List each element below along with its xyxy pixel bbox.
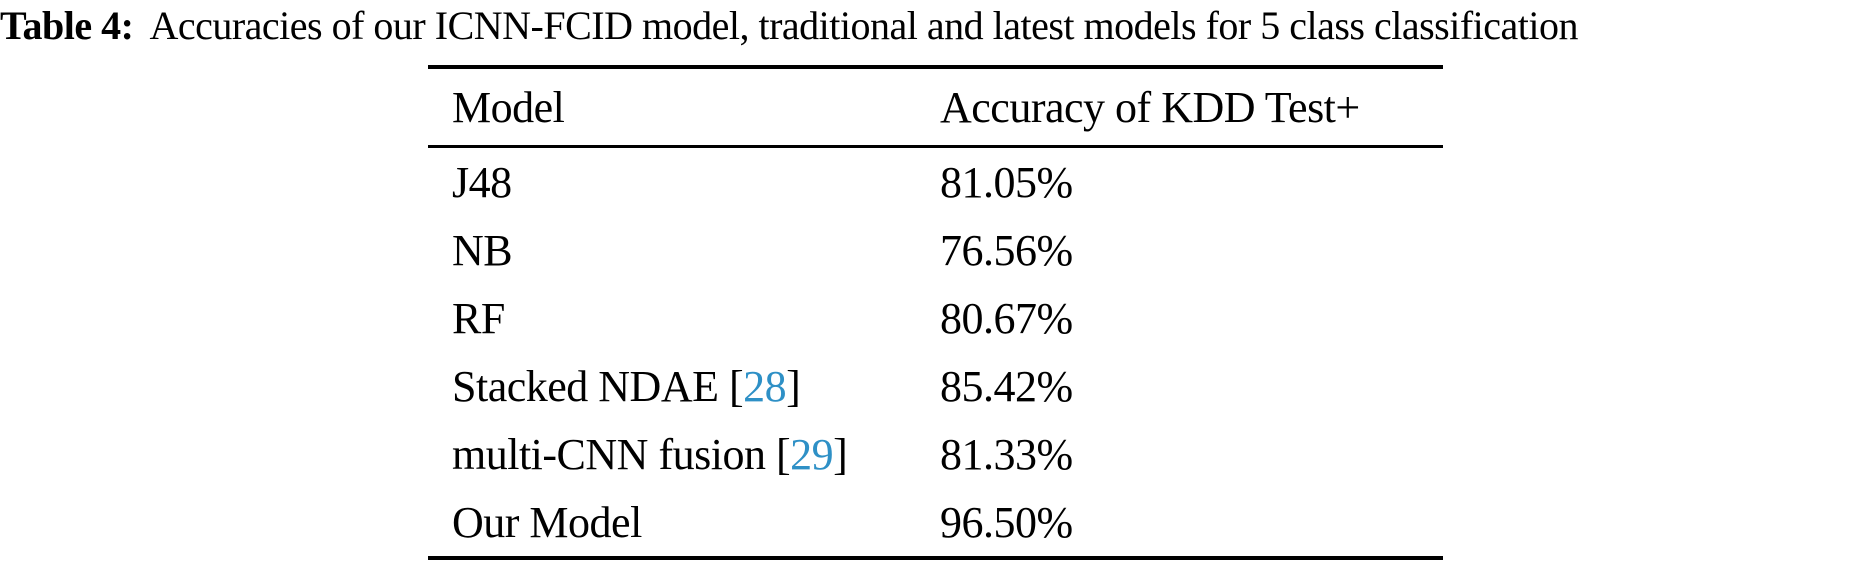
model-cell: Our Model [428,497,940,548]
column-header-model: Model [452,82,565,132]
model-name: Our Model [452,497,642,547]
table-row: RF 80.67% [428,284,1443,352]
table-body: J48 81.05% NB 76.56% RF 80.67% Stacked N… [428,148,1443,556]
model-cell: multi-CNN fusion [29] [428,429,940,480]
model-name: J48 [452,157,512,207]
table-header-row: Model Accuracy of KDD Test+ [428,69,1443,148]
caption-text: Accuracies of our ICNN-FCID model, tradi… [149,3,1578,48]
model-cell: J48 [428,157,940,208]
model-cell: RF [428,293,940,344]
caption-label: Table 4: [0,3,134,48]
citation-ref: [28] [718,361,801,411]
citation-ref: [29] [765,429,848,479]
citation-link[interactable]: 29 [790,429,834,479]
model-cell: NB [428,225,940,276]
accuracy-cell: 81.33% [940,429,1073,479]
accuracy-cell: 81.05% [940,157,1073,207]
table-row: multi-CNN fusion [29] 81.33% [428,420,1443,488]
accuracy-cell: 76.56% [940,225,1073,275]
model-cell: Stacked NDAE [28] [428,361,940,412]
table-caption: Table 4: Accuracies of our ICNN-FCID mode… [0,0,1869,52]
model-name: multi-CNN fusion [452,429,766,479]
model-name: RF [452,293,505,343]
column-header-accuracy: Accuracy of KDD Test+ [940,82,1360,132]
accuracy-cell: 80.67% [940,293,1073,343]
accuracy-cell: 96.50% [940,497,1073,547]
table-row: NB 76.56% [428,216,1443,284]
results-table: Model Accuracy of KDD Test+ J48 81.05% N… [428,65,1443,560]
citation-link[interactable]: 28 [743,361,787,411]
model-name: Stacked NDAE [452,361,719,411]
accuracy-cell: 85.42% [940,361,1073,411]
model-name: NB [452,225,513,275]
table-row: Stacked NDAE [28] 85.42% [428,352,1443,420]
table-row: J48 81.05% [428,148,1443,216]
table-row: Our Model 96.50% [428,488,1443,556]
